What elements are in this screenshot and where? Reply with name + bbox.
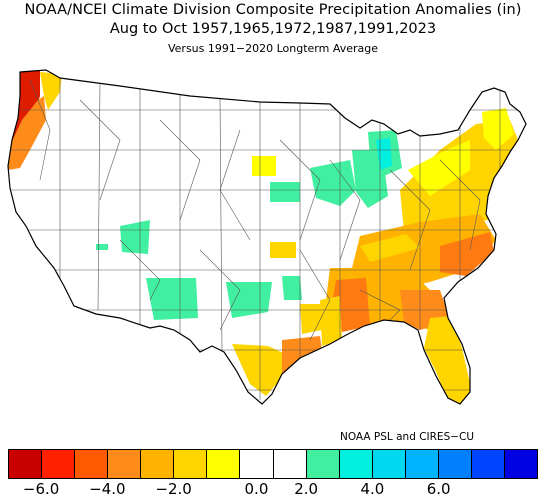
pnw-slightly-dry [40,72,62,110]
map-baseline-note: Versus 1991−2020 Longterm Average [167,42,378,55]
colorbar-swatch [9,450,43,478]
colorbar-swatch [405,450,439,478]
colorbar-swatch [207,450,241,478]
colorbar-tick-label: 0.0 [244,480,269,498]
colorbar-tick-label: 6.0 [426,480,451,498]
new-england-yellow [482,108,514,150]
colorbar-legend [8,449,538,479]
us-climate-division-map [7,69,527,405]
colorbar-swatch [174,450,208,478]
nv-wet-sliver [96,244,108,250]
mississippi-strong-dry [332,278,370,332]
pnw-dry [8,96,46,170]
colorbar-swatch [42,450,76,478]
colorbar-swatch [108,450,142,478]
texas-yellow-2 [300,304,322,334]
colorbar-swatch [339,450,373,478]
az-wet [146,278,198,320]
data-credit: NOAA PSL and CIRES−CU [340,431,475,443]
carolina-strong-dry [440,232,494,276]
colorbar-swatch [438,450,472,478]
colorbar-tick-label: −4.0 [89,480,126,498]
nm-wet [226,282,272,318]
south-yellow [360,234,420,262]
colorbar-tick-label: 4.0 [360,480,385,498]
division-borders [8,70,526,400]
colorbar-swatch [471,450,505,478]
utah-wet [120,220,150,254]
colorbar-swatch [240,450,274,478]
map-title: NOAA/NCEI Climate Division Composite Pre… [24,2,522,18]
colorbar-swatch [504,450,537,478]
map-subtitle: Aug to Oct 1957,1965,1972,1987,1991,2023 [109,21,437,37]
colorbar-tick-label: −2.0 [155,480,192,498]
plains-wet [270,182,300,202]
tx-wet [282,276,302,300]
texas-coast-dry [282,336,322,376]
colorbar-tick-label: 2.0 [294,480,319,498]
texas-yellow [232,344,290,396]
colorbar-swatch [273,450,307,478]
kansas-yellow [270,242,296,258]
colorbar-swatch [75,450,109,478]
colorbar-swatch [306,450,340,478]
ne-yellow-light [408,140,470,196]
colorbar-swatch [141,450,175,478]
colorbar-tick-label: −6.0 [22,480,60,498]
iowa-yellow [252,156,276,176]
colorbar-swatch [372,450,406,478]
midwest-wet-1 [310,160,356,206]
florida-yellow [424,316,472,404]
colorbar-tick-labels: −6.0 −4.0 −2.0 0.0 2.0 4.0 6.0 [8,480,538,500]
